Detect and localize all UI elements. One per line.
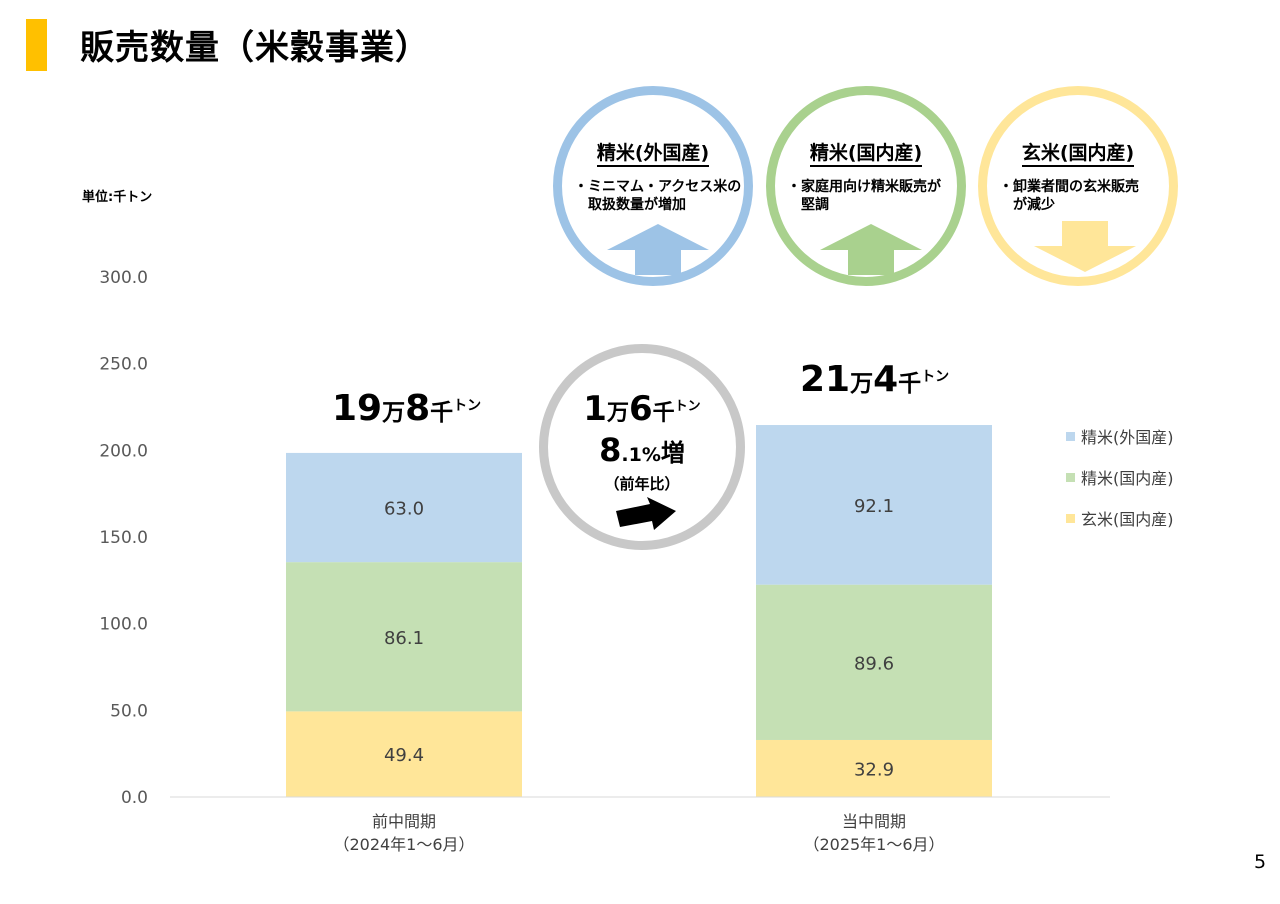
total-curr-n2: 4 bbox=[873, 359, 899, 400]
y-tick-label: 150.0 bbox=[99, 528, 148, 548]
page-title: 販売数量（米穀事業） bbox=[80, 28, 430, 68]
legend-item-domestic-polished: 精米(国内産) bbox=[1066, 467, 1174, 488]
total-curr-n1: 21 bbox=[800, 359, 851, 400]
bar-segment-imported bbox=[286, 452, 522, 563]
total-curr-u3: トン bbox=[921, 369, 950, 385]
unit-label: 単位:千トン bbox=[82, 190, 153, 205]
total-prev-n2: 8 bbox=[405, 388, 431, 429]
right-arrow-icon bbox=[616, 497, 676, 530]
total-prev-u2: 千 bbox=[430, 400, 454, 426]
y-tick-label: 250.0 bbox=[99, 355, 148, 375]
down-arrow-icon bbox=[1034, 221, 1136, 272]
x-category-label: （2025年1～6月） bbox=[803, 835, 944, 854]
legend: 精米(外国産) 精米(国内産) 玄米(国内産) bbox=[1066, 426, 1174, 549]
bar-segment-domestic-brown bbox=[286, 711, 522, 797]
x-category-label: （2024年1～6月） bbox=[333, 835, 474, 854]
data-label: 86.1 bbox=[384, 628, 424, 649]
total-prev-u3: トン bbox=[453, 398, 482, 414]
legend-swatch bbox=[1066, 472, 1075, 482]
bars: 49.4 86.1 63.0 32.9 89.6 92.1 bbox=[286, 425, 992, 797]
y-tick-label: 0.0 bbox=[121, 788, 148, 808]
data-label: 92.1 bbox=[854, 496, 894, 517]
legend-swatch bbox=[1066, 513, 1075, 523]
segment-title-imported: 精米(外国産) bbox=[562, 138, 744, 167]
change-n2: 6 bbox=[628, 389, 653, 429]
change-pct-suffix: 増 bbox=[660, 439, 685, 467]
bar-segment-domestic-polished bbox=[756, 584, 992, 740]
y-tick-label: 300.0 bbox=[99, 268, 148, 288]
change-n1: 1 bbox=[583, 389, 607, 429]
total-prev-u1: 万 bbox=[382, 400, 406, 426]
bar-segment-imported bbox=[756, 425, 992, 585]
segment-circle-imported: 精米(外国産) ・ミニマム・アクセス米の 取扱数量が増加 bbox=[553, 86, 753, 286]
change-amount: 1万6千トン bbox=[548, 389, 736, 429]
total-curr-u2: 千 bbox=[898, 371, 922, 397]
change-pct-dec: .1% bbox=[621, 444, 661, 466]
y-axis: 0.0 50.0 100.0 150.0 200.0 250.0 300.0 bbox=[99, 268, 148, 808]
bar-segment-domestic-brown bbox=[756, 739, 992, 797]
page-number: 5 bbox=[1254, 851, 1267, 873]
legend-item-imported: 精米(外国産) bbox=[1066, 426, 1174, 447]
change-u3: トン bbox=[674, 399, 701, 414]
change-percent: 8.1%増 bbox=[548, 431, 736, 469]
data-label: 49.4 bbox=[384, 745, 424, 766]
y-tick-label: 100.0 bbox=[99, 615, 148, 635]
up-arrow-icon bbox=[607, 224, 709, 275]
up-arrow-icon bbox=[820, 224, 922, 275]
segment-note-domestic-polished: ・家庭用向け精米販売が 堅調 bbox=[787, 179, 941, 213]
segment-note-domestic-brown: ・卸業者間の玄米販売 が減少 bbox=[999, 179, 1139, 213]
segment-title-domestic-polished: 精米(国内産) bbox=[775, 138, 957, 167]
change-u2: 千 bbox=[652, 401, 675, 426]
total-curr: 21万4千トン bbox=[800, 359, 949, 400]
segment-note-imported: ・ミニマム・アクセス米の 取扱数量が増加 bbox=[574, 179, 742, 213]
segment-circle-domestic-polished: 精米(国内産) ・家庭用向け精米販売が 堅調 bbox=[766, 86, 966, 286]
segment-circle-domestic-brown: 玄米(国内産) ・卸業者間の玄米販売 が減少 bbox=[978, 86, 1178, 286]
x-axis: 前中間期 （2024年1～6月） 当中間期 （2025年1～6月） bbox=[170, 796, 1110, 854]
y-tick-label: 50.0 bbox=[110, 701, 148, 721]
change-pct-int: 8 bbox=[599, 431, 622, 469]
segment-title-domestic-brown: 玄米(国内産) bbox=[987, 138, 1169, 167]
data-label: 32.9 bbox=[854, 759, 894, 780]
bar-segment-domestic-polished bbox=[286, 562, 522, 712]
total-curr-u1: 万 bbox=[850, 371, 874, 397]
change-u1: 万 bbox=[606, 401, 629, 426]
y-tick-label: 200.0 bbox=[99, 441, 148, 461]
data-label: 89.6 bbox=[854, 653, 894, 674]
x-category-label: 前中間期 bbox=[372, 812, 436, 831]
change-circle: 1万6千トン 8.1%増 （前年比） bbox=[539, 344, 745, 550]
legend-item-domestic-brown: 玄米(国内産) bbox=[1066, 508, 1174, 529]
total-prev-n1: 19 bbox=[332, 388, 383, 429]
legend-swatch bbox=[1066, 431, 1075, 441]
title-accent-bar bbox=[26, 19, 47, 71]
x-category-label: 当中間期 bbox=[842, 812, 906, 831]
total-prev: 19万8千トン bbox=[332, 388, 481, 429]
change-note: （前年比） bbox=[604, 475, 680, 493]
data-label: 63.0 bbox=[384, 499, 424, 520]
